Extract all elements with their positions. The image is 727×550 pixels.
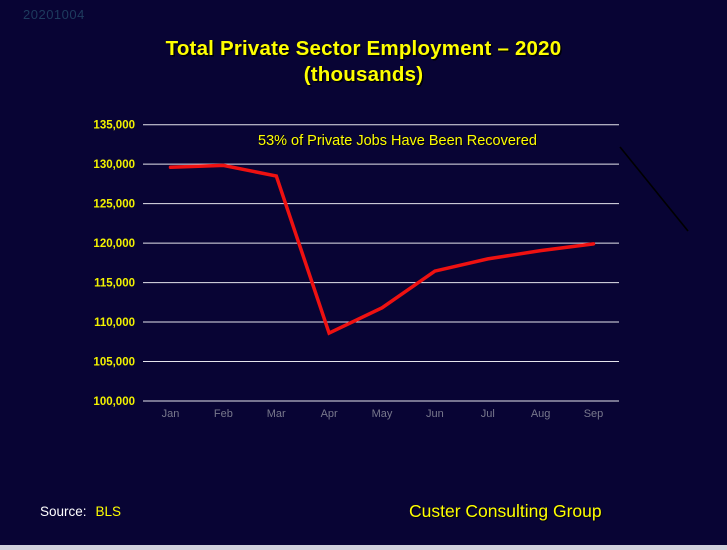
y-tick-label: 135,000 [93, 120, 135, 132]
slide-bottom-edge [0, 545, 727, 550]
x-tick-label: Feb [214, 408, 233, 420]
x-tick-label: May [372, 408, 393, 420]
x-tick-label: Jan [162, 408, 180, 420]
y-tick-label: 105,000 [93, 357, 135, 369]
y-tick-label: 110,000 [94, 317, 135, 329]
chart-title-line1: Total Private Sector Employment – 2020 [165, 37, 562, 60]
y-tick-label: 130,000 [93, 159, 135, 171]
y-tick-label: 120,000 [93, 238, 135, 250]
diagonal-annotation-line [619, 146, 689, 232]
employment-series-line [168, 163, 596, 336]
x-tick-label: Sep [584, 408, 604, 420]
chart-title-line2: (thousands) [303, 63, 424, 86]
x-tick-label: Aug [531, 408, 551, 420]
y-tick-label: 125,000 [93, 199, 135, 211]
source-note: Source: BLS [40, 504, 121, 519]
y-tick-label: 100,000 [93, 396, 135, 408]
source-value: BLS [95, 504, 122, 519]
recovery-annotation: 53% of Private Jobs Have Been Recovered [258, 133, 537, 149]
chart-title: Total Private Sector Employment – 2020 (… [0, 36, 727, 88]
source-label: Source: [40, 504, 87, 519]
x-tick-label: Jul [481, 408, 495, 420]
slide-date-code: 20201004 [23, 7, 85, 22]
x-tick-label: Mar [267, 408, 286, 420]
x-tick-label: Apr [321, 408, 338, 420]
brand-footer: Custer Consulting Group [409, 501, 602, 521]
y-tick-label: 115,000 [94, 278, 135, 290]
x-tick-label: Jun [426, 408, 444, 420]
